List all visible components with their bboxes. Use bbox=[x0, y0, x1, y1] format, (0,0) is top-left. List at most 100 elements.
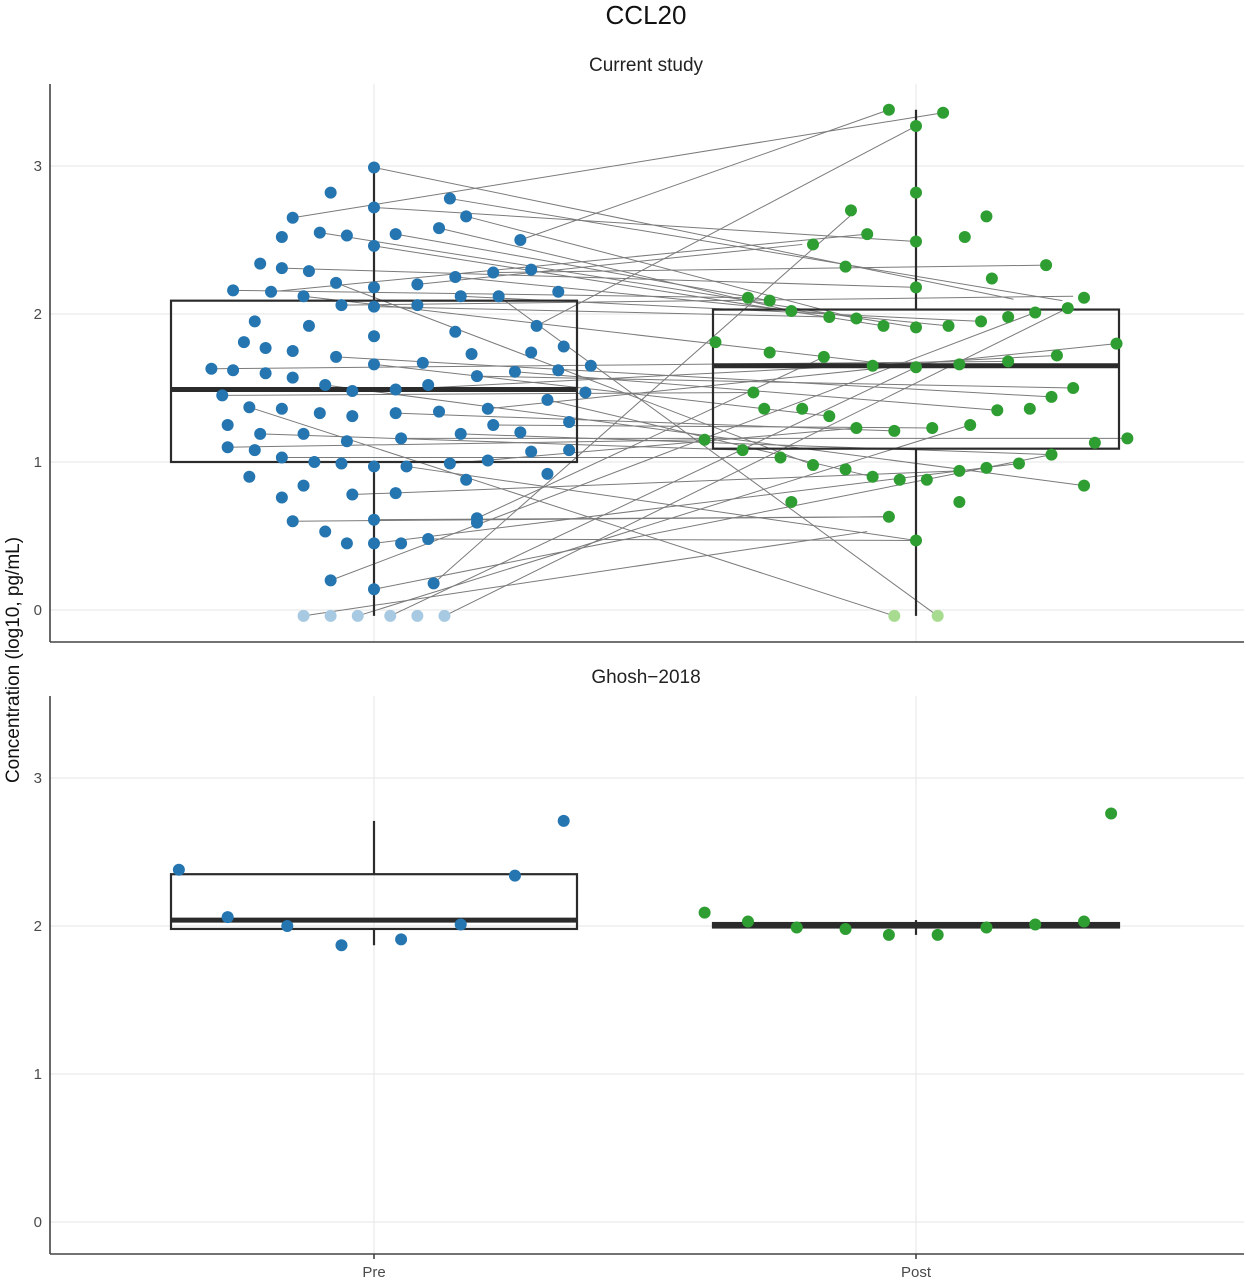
pair-line bbox=[336, 356, 1052, 398]
data-point-post bbox=[910, 120, 922, 133]
data-point-pre bbox=[389, 228, 402, 241]
data-point-post bbox=[861, 228, 874, 241]
data-point-pre bbox=[368, 513, 380, 526]
data-point-post bbox=[709, 336, 722, 349]
data-point-pre bbox=[368, 161, 380, 174]
y-tick-label: 1 bbox=[34, 1066, 42, 1083]
data-point-post bbox=[958, 231, 971, 244]
data-point-post bbox=[850, 421, 863, 434]
data-point-pre-below-lod bbox=[438, 609, 451, 622]
pair-line bbox=[373, 166, 1014, 300]
data-point-pre bbox=[508, 365, 521, 378]
box-pre bbox=[169, 820, 579, 946]
pair-line bbox=[444, 307, 1068, 617]
data-point-pre bbox=[368, 281, 380, 294]
data-point-pre bbox=[297, 290, 310, 303]
data-point-pre bbox=[368, 537, 380, 550]
pair-line bbox=[341, 295, 1074, 306]
data-point-pre bbox=[319, 379, 332, 392]
data-point-pre bbox=[340, 229, 353, 242]
data-point-post bbox=[796, 402, 809, 415]
data-point-post bbox=[1012, 457, 1025, 470]
data-point-pre bbox=[411, 299, 424, 312]
data-point-pre bbox=[275, 262, 288, 275]
data-point-post bbox=[926, 421, 939, 434]
data-point-pre bbox=[227, 364, 240, 377]
data-point-post bbox=[910, 321, 922, 334]
pair-line bbox=[493, 264, 1047, 274]
data-point-post bbox=[985, 272, 998, 285]
pair-line bbox=[390, 366, 917, 617]
data-point-pre bbox=[395, 432, 408, 445]
pair-line bbox=[357, 424, 971, 617]
data-point-pre bbox=[286, 371, 299, 384]
data-point-pre bbox=[259, 342, 272, 355]
data-point-post bbox=[893, 473, 906, 486]
data-point-pre bbox=[530, 319, 543, 332]
data-point-pre bbox=[433, 222, 446, 235]
y-tick-label: 1 bbox=[34, 454, 42, 471]
data-point-pre bbox=[172, 863, 185, 876]
data-point-pre bbox=[286, 345, 299, 357]
data-point-pre bbox=[221, 441, 234, 454]
data-point-post bbox=[1002, 310, 1015, 323]
pair-line bbox=[498, 295, 938, 617]
data-point-post bbox=[991, 404, 1004, 417]
data-point-pre bbox=[335, 457, 348, 470]
data-point-pre bbox=[460, 210, 473, 223]
data-point-pre bbox=[514, 426, 527, 439]
data-point-pre bbox=[254, 427, 267, 440]
data-point-post bbox=[937, 106, 950, 119]
data-point-post bbox=[866, 470, 879, 483]
data-point-post bbox=[882, 928, 895, 941]
data-point-pre bbox=[487, 419, 500, 431]
panel-1: Ghosh−2018 0 1 2 3 bbox=[34, 667, 1244, 1255]
data-point-pre bbox=[254, 257, 267, 270]
data-point-pre-below-lod bbox=[351, 609, 364, 622]
data-point-pre bbox=[297, 427, 310, 440]
y-tick-label: 0 bbox=[34, 1214, 42, 1231]
data-point-post bbox=[698, 906, 711, 919]
data-point-pre bbox=[340, 435, 353, 448]
pair-line bbox=[487, 343, 1117, 410]
data-point-pre bbox=[508, 869, 521, 882]
panel-title: Current study bbox=[589, 55, 704, 76]
pair-line bbox=[536, 125, 917, 327]
data-point-post bbox=[910, 281, 922, 294]
data-point-pre bbox=[330, 276, 343, 289]
data-point-pre bbox=[346, 488, 359, 501]
pair-line bbox=[428, 538, 917, 541]
data-point-post bbox=[1023, 402, 1036, 415]
data-point-post bbox=[850, 312, 863, 325]
data-point-pre bbox=[324, 574, 337, 587]
data-point-pre bbox=[557, 340, 570, 353]
data-point-post bbox=[910, 235, 922, 248]
data-point-pre bbox=[216, 389, 229, 402]
box-post bbox=[711, 920, 1121, 935]
data-point-pre bbox=[470, 370, 483, 383]
data-point-post bbox=[807, 458, 820, 471]
data-point-post bbox=[823, 410, 836, 423]
data-point-post bbox=[741, 291, 754, 304]
data-point-post bbox=[1078, 479, 1091, 492]
data-point-post bbox=[823, 310, 836, 323]
panel-0: Current study 0 1 2 3 bbox=[34, 55, 1244, 643]
data-point-pre bbox=[275, 491, 288, 504]
data-point-post bbox=[1110, 337, 1123, 350]
data-point-pre bbox=[454, 427, 467, 440]
data-point-pre bbox=[465, 347, 478, 360]
pair-line bbox=[281, 267, 917, 288]
data-point-post bbox=[964, 419, 977, 431]
data-point-post bbox=[980, 921, 993, 934]
data-point-pre bbox=[281, 920, 294, 932]
data-point-pre bbox=[346, 410, 359, 423]
data-point-post bbox=[953, 358, 966, 371]
data-point-pre bbox=[335, 299, 348, 312]
data-point-pre bbox=[422, 379, 435, 392]
data-point-post bbox=[888, 424, 901, 437]
data-point-post bbox=[1002, 355, 1015, 368]
pair-line bbox=[260, 433, 743, 451]
data-point-post bbox=[839, 463, 852, 476]
data-point-pre bbox=[259, 367, 272, 380]
data-point-pre bbox=[368, 239, 380, 252]
